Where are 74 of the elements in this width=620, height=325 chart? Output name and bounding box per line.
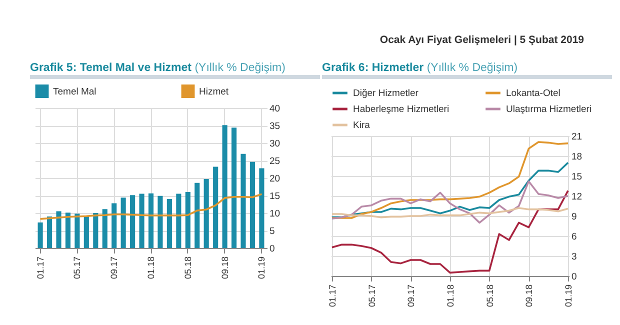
bar: [130, 195, 136, 248]
x-tick-label: 01.19: [256, 256, 267, 280]
y-tick-label: 3: [572, 252, 577, 262]
bar: [148, 193, 154, 248]
y-tick-label: 6: [572, 232, 577, 242]
x-tick-label: 05.17: [72, 256, 82, 280]
x-tick-label: 05.17: [366, 284, 377, 308]
line-series: [331, 207, 569, 218]
y-tick-label: 5: [270, 226, 275, 237]
bar: [38, 222, 43, 248]
bar: [93, 213, 98, 248]
x-tick-label: 09.18: [220, 256, 230, 280]
y-tick-label: 30: [270, 138, 280, 150]
legend-label: Kira: [353, 120, 371, 131]
x-tick-label: 01.17: [35, 256, 46, 280]
x-tick-label: 01.17: [327, 284, 338, 308]
line-series: [331, 180, 569, 224]
bar: [65, 212, 71, 248]
legend-label: Lokanta-Otel: [506, 88, 560, 99]
chart-title: Grafik 5: Temel Mal ve Hizmet: [30, 62, 192, 74]
y-tick-label: 15: [572, 172, 582, 182]
bar: [231, 128, 237, 248]
y-tick-label: 25: [270, 156, 280, 167]
text: Ocak Ayı Fiyat Gelişmeleri | 5 Şubat 2019: [380, 34, 584, 46]
x-tick-label: 01.18: [146, 256, 156, 280]
bar: [46, 216, 52, 248]
y-tick-label: 0: [270, 244, 275, 254]
x-tick-label: 09.17: [406, 284, 416, 308]
bar: [194, 182, 200, 248]
bar: [204, 179, 209, 248]
bar: [240, 154, 246, 248]
line-series: [331, 141, 569, 219]
line-series: [39, 193, 263, 220]
chart-subtitle: (Yıllık % Değişim): [194, 62, 286, 74]
y-tick-label: 15: [270, 191, 280, 202]
line-series: [331, 190, 569, 274]
y-tick-label: 20: [270, 174, 280, 184]
chart-subtitle: (Yıllık % Değişim): [426, 62, 518, 74]
y-tick-label: 9: [572, 212, 577, 222]
y-tick-label: 21: [572, 132, 582, 142]
bar: [120, 198, 126, 248]
y-tick-label: 35: [270, 121, 280, 132]
bar: [250, 162, 256, 248]
legend-label: Haberleşme Hizmetleri: [353, 104, 450, 115]
bar: [213, 166, 218, 248]
x-tick-label: 05.18: [182, 256, 193, 280]
y-tick-label: 0: [572, 272, 577, 282]
bar: [112, 203, 117, 248]
bar: [84, 216, 89, 248]
bar: [176, 194, 182, 248]
bar: [222, 125, 228, 248]
y-tick-label: 18: [572, 152, 582, 162]
bar: [185, 192, 190, 248]
chart-title: Grafik 6: Hizmetler: [322, 62, 424, 74]
bar: [74, 214, 80, 248]
bar: [166, 199, 172, 248]
y-tick-label: 10: [270, 208, 280, 220]
x-tick-label: 01.18: [446, 284, 456, 308]
y-tick-label: 40: [270, 104, 280, 114]
y-tick-label: 12: [572, 192, 582, 202]
bar: [56, 211, 62, 248]
legend-label: Hizmet: [199, 86, 229, 98]
legend-label: Diğer Hizmetler: [353, 88, 418, 99]
bar: [158, 196, 163, 248]
x-tick-label: 01.19: [564, 284, 574, 308]
x-tick-label: 05.18: [484, 284, 495, 308]
legend-label: Ulaştırma Hizmetleri: [506, 104, 592, 115]
line-series: [331, 162, 569, 218]
x-tick-label: 09.18: [524, 284, 534, 308]
bar: [259, 168, 264, 248]
x-tick-label: 09.17: [109, 256, 120, 280]
bar: [102, 209, 108, 248]
legend-label: Temel Mal: [53, 86, 96, 98]
bar: [139, 194, 144, 248]
